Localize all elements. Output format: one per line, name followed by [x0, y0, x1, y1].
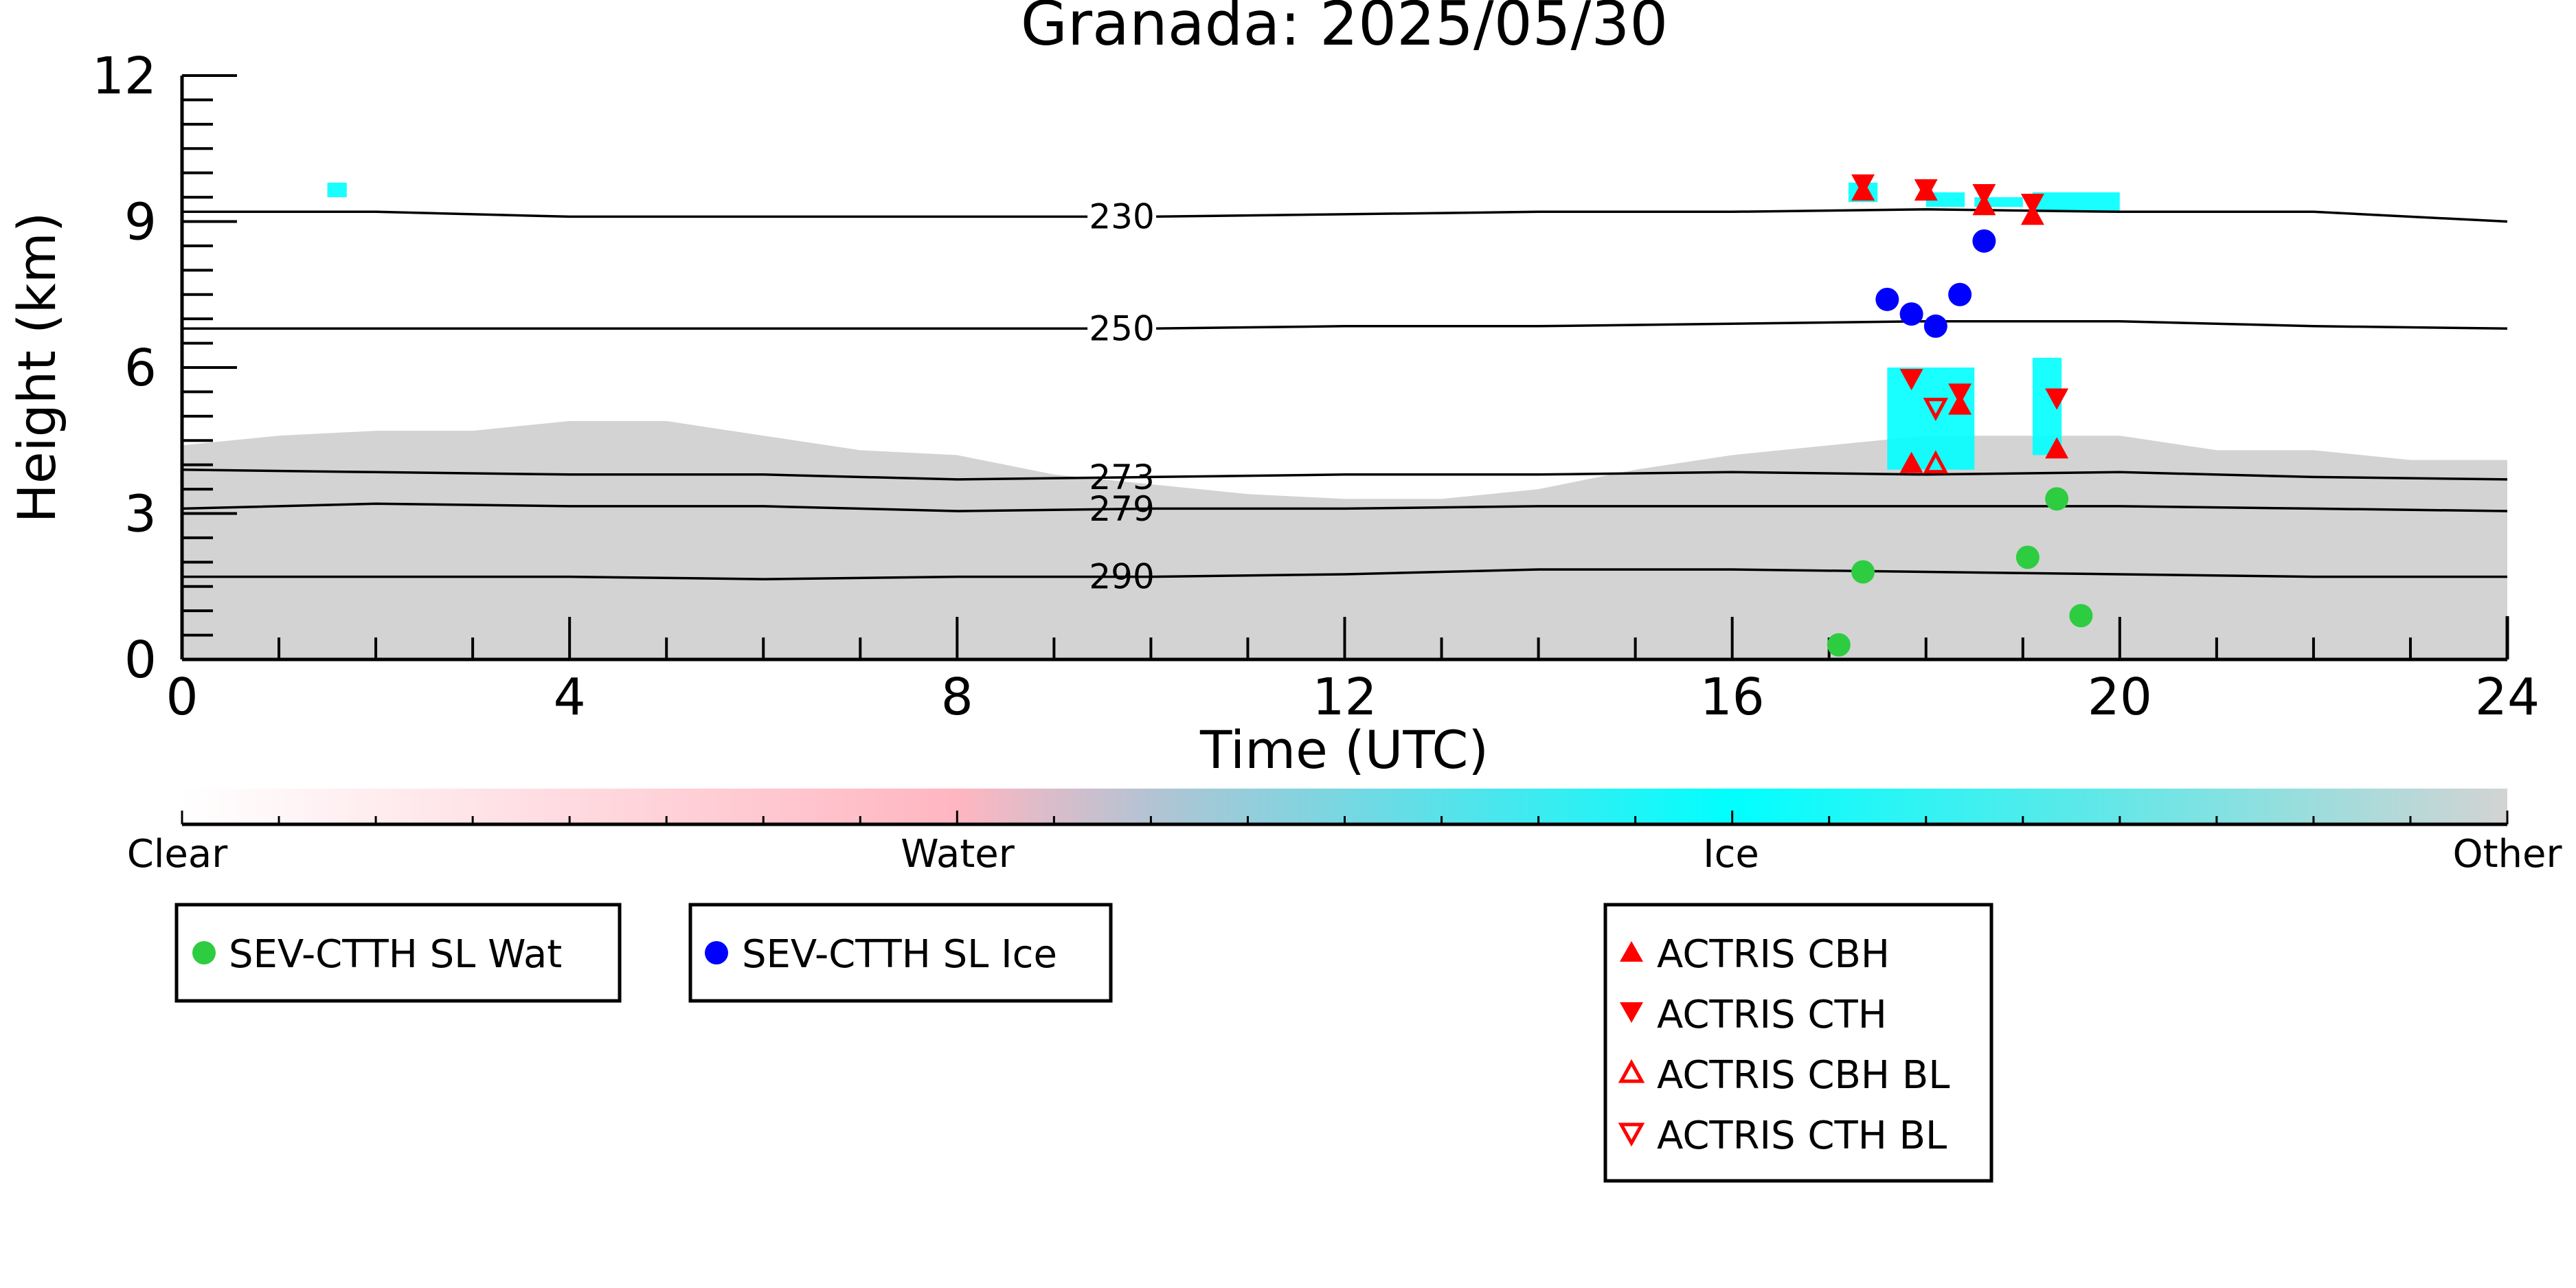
legend-marker-actris-cth-bl	[1618, 1122, 1645, 1147]
plot-area	[182, 182, 2507, 659]
x-tick-label: 8	[941, 668, 973, 727]
x-tick-label: 24	[2475, 668, 2540, 727]
colorbar-label-clear: Clear	[127, 832, 228, 877]
colorbar-ticks	[181, 811, 2509, 824]
legend-marker-sev-ice	[705, 941, 728, 964]
marker-circle	[1923, 314, 1947, 338]
marker-triangle-up	[1899, 451, 1923, 473]
y-tick-label: 12	[92, 47, 157, 106]
ice-patch	[2032, 192, 2120, 212]
marker-circle	[2015, 545, 2040, 569]
y-tick-label: 0	[124, 631, 157, 690]
isotherm-label-bg	[1087, 312, 1157, 343]
marker-circle	[2045, 487, 2069, 511]
marker-triangle-up-open	[1923, 450, 1949, 474]
isotherm-label-bg	[1087, 200, 1157, 231]
chart-title: Granada: 2025/05/30	[1021, 0, 1669, 59]
marker-circle	[1948, 282, 1972, 306]
legend-sev-wat: SEV-CTTH SL Wat	[174, 903, 622, 1003]
marker-triangle-down	[2045, 388, 2069, 410]
legend-marker-actris-cth	[1620, 1002, 1643, 1023]
marker-triangle-down	[1948, 383, 1972, 405]
colorbar-label-ice: Ice	[1703, 832, 1759, 877]
x-tick-label: 4	[554, 668, 586, 727]
legend-label-sev-ice: SEV-CTTH SL Ice	[742, 932, 1057, 977]
legend-marker-sev-wat	[192, 941, 216, 964]
x-tick-label: 20	[2088, 668, 2152, 727]
isotherm-label-279: 279	[1089, 489, 1154, 529]
legend-label-actris-cth-bl: ACTRIS CTH BL	[1657, 1114, 1947, 1158]
legend-label-actris-cbh: ACTRIS CBH	[1657, 932, 1890, 977]
y-tick-label: 3	[124, 485, 157, 544]
y-axis-label: Height (km)	[6, 212, 67, 523]
legend-label-sev-wat: SEV-CTTH SL Wat	[229, 932, 562, 977]
x-tick-label: 0	[166, 668, 198, 727]
x-tick-label: 16	[1700, 668, 1765, 727]
legend-label-actris-cbh-bl: ACTRIS CBH BL	[1657, 1053, 1950, 1098]
isotherm-label-250: 250	[1089, 308, 1154, 348]
isotherm-label-273: 273	[1089, 457, 1154, 497]
x-tick-label: 12	[1312, 668, 1377, 727]
legend-label-actris-cth: ACTRIS CTH	[1657, 993, 1887, 1037]
colorbar-label-water: Water	[901, 832, 1015, 877]
marker-circle	[1972, 229, 1996, 253]
isotherm-label-290: 290	[1089, 557, 1154, 597]
marker-triangle-down	[2020, 194, 2044, 216]
marker-circle	[2069, 604, 2093, 628]
marker-circle	[1875, 287, 1899, 311]
legend-sev-ice: SEV-CTTH SL Ice	[688, 903, 1113, 1003]
legend-marker-actris-cbh-bl	[1618, 1059, 1645, 1083]
y-tick-label: 9	[124, 193, 157, 252]
x-ticks: 0 4 8 12 16 20 24	[166, 617, 2540, 727]
legend-actris: ACTRIS CBH ACTRIS CTH ACTRIS CBH BL ACTR…	[1603, 903, 1993, 1183]
marker-triangle-down	[1972, 184, 1996, 205]
colorbar: Clear Water Ice Other	[127, 789, 2562, 877]
other-cloud-layer	[182, 420, 2507, 659]
isotherm-290	[182, 568, 2507, 580]
legend-marker-actris-cbh	[1620, 941, 1643, 962]
marker-triangle-down	[1899, 369, 1923, 391]
isotherm-279	[182, 502, 2507, 512]
legend-box	[174, 903, 622, 1003]
ice-patch	[1925, 192, 1965, 207]
y-tick-label: 6	[124, 339, 157, 398]
marker-triangle-down	[1914, 179, 1938, 201]
isotherm-label-230: 230	[1089, 196, 1154, 236]
marker-triangle-up	[2045, 437, 2069, 459]
marker-circle	[1899, 302, 1923, 326]
isotherm-230	[182, 208, 2507, 223]
data-markers	[1827, 174, 2093, 657]
isotherm-250	[182, 319, 2507, 330]
isotherm-273	[182, 468, 2507, 481]
x-axis-label: Time (UTC)	[1199, 719, 1489, 780]
legend-box	[688, 903, 1113, 1003]
ice-patch	[327, 182, 347, 198]
y-ticks: 0 3 6 9 12	[92, 47, 237, 690]
marker-triangle-down-open	[1923, 398, 1949, 421]
marker-circle	[1827, 633, 1851, 657]
isotherm-lines	[182, 208, 2507, 580]
ice-patch	[1887, 368, 1975, 470]
marker-circle	[1851, 560, 1875, 584]
colorbar-label-other: Other	[2452, 832, 2562, 877]
legend-box	[1603, 903, 1993, 1183]
marker-triangle-down	[1851, 174, 1875, 196]
